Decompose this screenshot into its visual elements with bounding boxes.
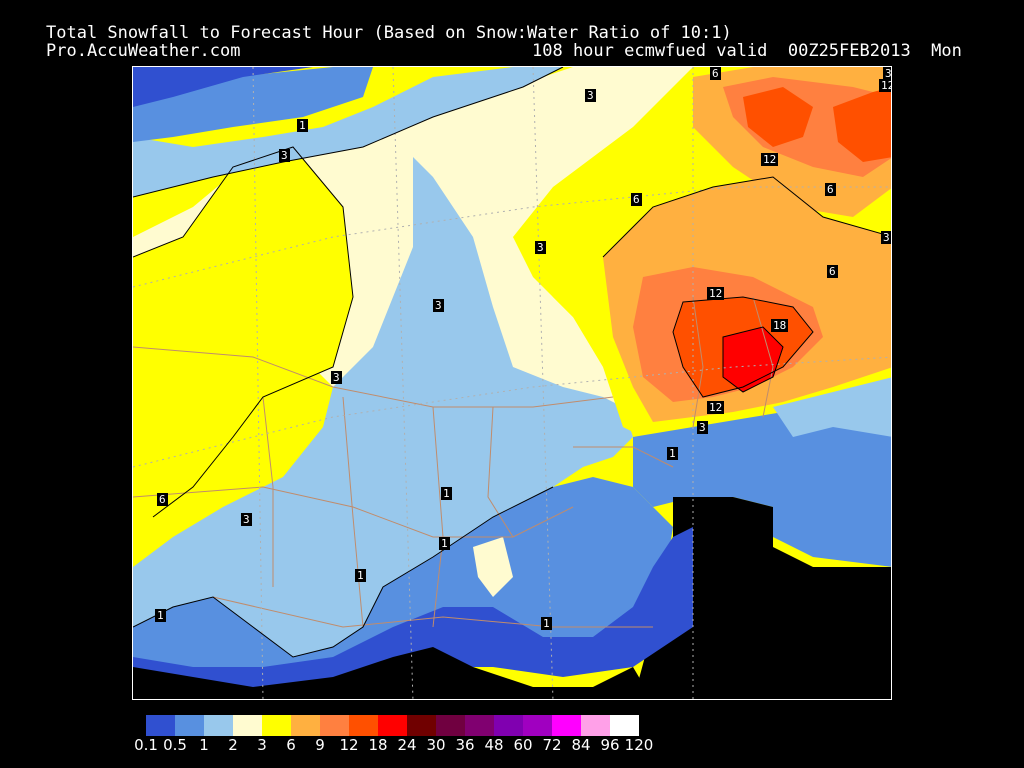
field-1in-coast (773, 377, 891, 437)
contour-label: 6 (631, 193, 642, 206)
legend-swatch (465, 715, 494, 736)
contour-label: 3 (535, 241, 546, 254)
color-legend (146, 715, 639, 736)
legend-swatch (552, 715, 581, 736)
contour-label: 3 (241, 513, 252, 526)
legend-swatch (494, 715, 523, 736)
legend-tick-label: 84 (571, 736, 591, 754)
legend-tick-label: 6 (286, 736, 296, 754)
field-0p1in-north (133, 67, 313, 107)
contour-label: 12 (879, 79, 891, 92)
map-title: Total Snowfall to Forecast Hour (Based o… (46, 23, 732, 43)
legend-tick-label: 36 (455, 736, 475, 754)
contour-lines (133, 67, 891, 658)
contour-label: 3 (331, 371, 342, 384)
legend-swatch (378, 715, 407, 736)
legend-tick-label: 0.1 (134, 736, 158, 754)
legend-tick-label: 12 (339, 736, 359, 754)
legend-tick-label: 120 (624, 736, 654, 754)
legend-swatch (610, 715, 639, 736)
map-graphic (133, 67, 891, 699)
legend-swatch (175, 715, 204, 736)
field-2in-south (473, 537, 513, 597)
contour-label: 3 (883, 67, 892, 80)
field-12in-ne1 (743, 87, 813, 147)
legend-tick-label: 30 (426, 736, 446, 754)
legend-tick-label: 96 (600, 736, 620, 754)
legend-swatch (349, 715, 378, 736)
field-3in-west (133, 147, 353, 527)
contour-label: 1 (667, 447, 678, 460)
contour-label: 1 (441, 487, 452, 500)
contour-label: 1 (439, 537, 450, 550)
contour-label: 1 (355, 569, 366, 582)
legend-swatch (291, 715, 320, 736)
legend-swatch (262, 715, 291, 736)
contour-label: 3 (433, 299, 444, 312)
contour-label: 3 (697, 421, 708, 434)
contour-label: 6 (710, 67, 721, 80)
contour-label: 1 (541, 617, 552, 630)
legend-tick-label: 3 (257, 736, 267, 754)
legend-tick-label: 1 (199, 736, 209, 754)
legend-tick-label: 24 (397, 736, 417, 754)
legend-swatch (523, 715, 552, 736)
legend-swatch (581, 715, 610, 736)
legend-swatch (146, 715, 175, 736)
legend-tick-label: 9 (315, 736, 325, 754)
legend-tick-label: 2 (228, 736, 238, 754)
contour-label: 3 (585, 89, 596, 102)
site-name: Pro.AccuWeather.com (46, 41, 241, 61)
ocean-east (633, 497, 891, 699)
legend-tick-label: 18 (368, 736, 388, 754)
contour-label: 12 (761, 153, 779, 166)
contour-label: 12 (707, 401, 725, 414)
field-1in-central (133, 157, 633, 657)
contour-label: 6 (825, 183, 836, 196)
contour-label: 1 (155, 609, 166, 622)
legend-swatch (204, 715, 233, 736)
contour-label: 3 (279, 149, 290, 162)
contour-label: 6 (827, 265, 838, 278)
field-12in-ne2 (833, 87, 891, 162)
field-18in (723, 327, 783, 392)
valid-time: 108 hour ecmwfued valid 00Z25FEB2013 Mon (532, 41, 962, 61)
legend-swatch (407, 715, 436, 736)
field-0p1in-south (133, 527, 693, 699)
contour-label: 12 (707, 287, 725, 300)
contour-label: 1 (297, 119, 308, 132)
contour-label: 6 (157, 493, 168, 506)
legend-swatch (233, 715, 262, 736)
legend-tick-label: 72 (542, 736, 562, 754)
borders (133, 296, 774, 628)
legend-tick-label: 60 (513, 736, 533, 754)
graticule (133, 67, 891, 699)
contour-label: 3 (881, 231, 891, 244)
legend-swatch (436, 715, 465, 736)
legend-tick-label: 48 (484, 736, 504, 754)
contour-label: 18 (771, 319, 789, 332)
legend-swatch (320, 715, 349, 736)
snowfall-map: 1 3 3 3 3 3 6 3 12 6 12 6 6 3 12 18 12 3… (132, 66, 892, 700)
legend-tick-label: 0.5 (163, 736, 187, 754)
